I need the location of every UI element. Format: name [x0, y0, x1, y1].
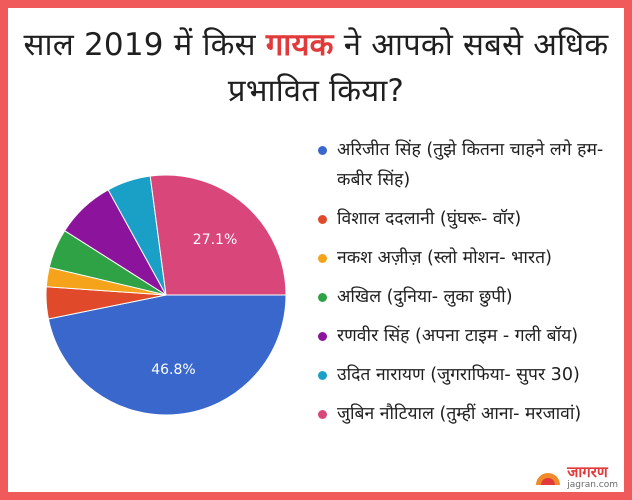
title-line-1: साल 2019 में किस गायक ने आपको सबसे अधिक — [0, 22, 632, 68]
title-text-pre: साल 2019 में किस — [23, 27, 256, 63]
legend-label: विशाल ददलानी (घुंघरू- वॉर) — [337, 209, 522, 229]
pie-chart: 46.8% 27.1% — [36, 174, 296, 420]
pie-slice — [47, 294, 287, 416]
page-title: साल 2019 में किस गायक ने आपको सबसे अधिक … — [0, 22, 632, 114]
brand-name: जागरण — [567, 463, 608, 481]
legend-item: विशाल ददलानी (घुंघरू- वॉर) — [318, 204, 618, 234]
legend-label: अखिल (दुनिया- लुका छुपी) — [337, 287, 513, 307]
chart-legend: अरिजीत सिंह (तुझे कितना चाहने लगे हम- कब… — [318, 135, 618, 438]
brand-site: jagran.com — [567, 480, 618, 490]
legend-swatch — [318, 332, 327, 341]
pie-chart-svg: 46.8% 27.1% — [45, 174, 287, 416]
legend-label: नकश अज़ीज़ (स्लो मोशन- भारत) — [337, 248, 552, 268]
pie-slice — [149, 174, 287, 296]
legend-swatch — [318, 293, 327, 302]
legend-swatch — [318, 215, 327, 224]
pie-slice-value-label: 27.1% — [193, 232, 237, 248]
title-highlight: गायक — [265, 27, 334, 63]
legend-item: जुबिन नौटियाल (तुम्हीं आना- मरजावां) — [318, 399, 618, 429]
sun-icon — [533, 469, 563, 485]
top-accent-bar — [0, 0, 290, 8]
legend-item: उदित नारायण (जुगराफिया- सुपर 30) — [318, 360, 618, 390]
legend-swatch — [318, 146, 327, 155]
legend-swatch — [318, 254, 327, 263]
legend-item: नकश अज़ीज़ (स्लो मोशन- भारत) — [318, 243, 618, 273]
title-line-2: प्रभावित किया? — [227, 73, 405, 109]
legend-item: अखिल (दुनिया- लुका छुपी) — [318, 282, 618, 312]
legend-item: अरिजीत सिंह (तुझे कितना चाहने लगे हम- कब… — [318, 135, 618, 195]
legend-item: रणवीर सिंह (अपना टाइम - गली बॉय) — [318, 321, 618, 351]
legend-label: रणवीर सिंह (अपना टाइम - गली बॉय) — [337, 326, 579, 346]
title-text-post: ने आपको सबसे अधिक — [343, 27, 609, 63]
legend-label: जुबिन नौटियाल (तुम्हीं आना- मरजावां) — [337, 404, 582, 424]
legend-swatch — [318, 371, 327, 380]
legend-label: उदित नारायण (जुगराफिया- सुपर 30) — [337, 365, 580, 385]
pie-slice-value-label: 46.8% — [151, 362, 195, 378]
brand-logo: जागरण jagran.com — [533, 464, 618, 490]
legend-swatch — [318, 410, 327, 419]
legend-label: अरिजीत सिंह (तुझे कितना चाहने लगे हम- कब… — [337, 140, 604, 190]
